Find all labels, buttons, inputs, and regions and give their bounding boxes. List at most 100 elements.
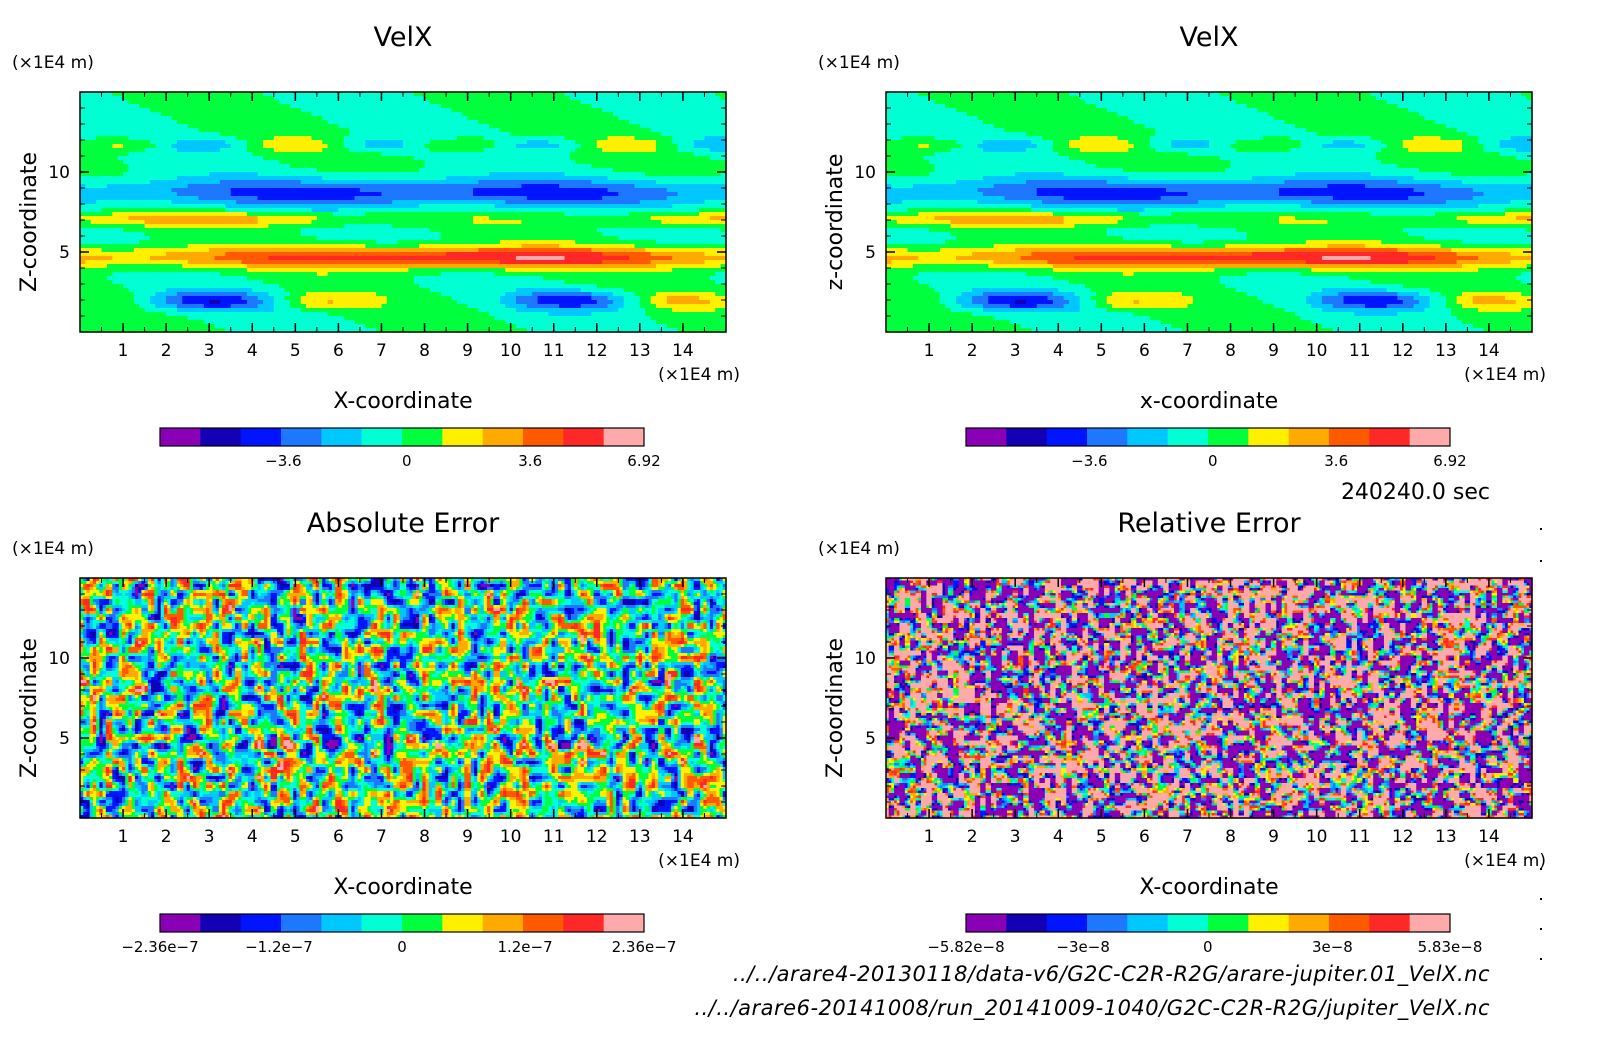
heatmap-cell (667, 184, 673, 189)
heatmap-cell (398, 164, 404, 169)
heatmap-cell (371, 104, 377, 109)
heatmap-cell (252, 176, 258, 181)
heatmap-cell (521, 104, 527, 109)
heatmap-cell (258, 100, 264, 105)
heatmap-cell (198, 120, 204, 125)
heatmap-cell (468, 176, 474, 181)
heatmap-cell (387, 100, 393, 105)
heatmap-cell (548, 184, 554, 189)
heatmap-cell (667, 172, 673, 177)
heatmap-cell (123, 128, 129, 133)
heatmap-cell (694, 184, 700, 189)
heatmap-cell (575, 120, 581, 125)
heatmap-cell (500, 148, 506, 153)
heatmap-cell (704, 144, 710, 149)
heatmap-cell (333, 148, 339, 153)
heatmap-cell (349, 136, 355, 141)
heatmap-cell (198, 164, 204, 169)
heatmap-cell (629, 104, 635, 109)
heatmap-cell (527, 140, 533, 145)
heatmap-cell (661, 116, 667, 121)
heatmap-cell (322, 196, 328, 201)
heatmap-cell (102, 108, 108, 113)
heatmap-cell (371, 168, 377, 173)
heatmap-cell (500, 136, 506, 141)
heatmap-cell (236, 116, 242, 121)
heatmap-cell (376, 124, 382, 129)
heatmap-cell (565, 176, 571, 181)
heatmap-cell (656, 112, 662, 117)
heatmap-cell (575, 164, 581, 169)
heatmap-cell (161, 140, 167, 145)
heatmap-cell (236, 164, 242, 169)
heatmap-cell (118, 116, 124, 121)
heatmap-cell (381, 108, 387, 113)
heatmap-cell (495, 116, 501, 121)
heatmap-cell (408, 108, 414, 113)
heatmap-cell (575, 124, 581, 129)
heatmap-cell (532, 132, 538, 137)
heatmap-cell (381, 104, 387, 109)
heatmap-cell (311, 192, 317, 197)
heatmap-cell (527, 188, 533, 193)
heatmap-cell (166, 152, 172, 157)
heatmap-cell (597, 120, 603, 125)
heatmap-cell (209, 108, 215, 113)
heatmap-cell (338, 192, 344, 197)
chart-title: VelX (374, 22, 433, 53)
heatmap-cell (629, 108, 635, 113)
heatmap-cell (322, 184, 328, 189)
heatmap-cell (317, 100, 323, 105)
heatmap-cell (139, 184, 145, 189)
heatmap-cell (565, 160, 571, 165)
heatmap-cell (139, 136, 145, 141)
heatmap-cell (150, 132, 156, 137)
heatmap-cell (559, 176, 565, 181)
heatmap-cell (403, 96, 409, 101)
heatmap-cell (521, 152, 527, 157)
heatmap-cell (640, 144, 646, 149)
heatmap-cell (521, 196, 527, 201)
heatmap-cell (521, 112, 527, 117)
heatmap-cell (656, 192, 662, 197)
heatmap-cell (139, 144, 145, 149)
heatmap-cell (295, 108, 301, 113)
heatmap-cell (96, 140, 102, 145)
heatmap-cell (204, 156, 210, 161)
heatmap-cell (231, 108, 237, 113)
heatmap-cell (629, 192, 635, 197)
heatmap-cell (301, 132, 307, 137)
heatmap-cell (161, 144, 167, 149)
heatmap-cell (355, 116, 361, 121)
heatmap-cell (473, 112, 479, 117)
heatmap-cell (559, 108, 565, 113)
heatmap-cell (112, 140, 118, 145)
heatmap-cell (565, 100, 571, 105)
heatmap-cell (247, 104, 253, 109)
heatmap-cell (548, 180, 554, 185)
heatmap-cell (645, 120, 651, 125)
heatmap-cell (527, 148, 533, 153)
heatmap-cell (285, 164, 291, 169)
heatmap-cell (360, 144, 366, 149)
heatmap-cell (505, 112, 511, 117)
heatmap-cell (640, 132, 646, 137)
heatmap-cell (392, 116, 398, 121)
heatmap-cell (209, 140, 215, 145)
heatmap-cell (204, 164, 210, 169)
heatmap-cell (462, 152, 468, 157)
heatmap-cell (333, 196, 339, 201)
heatmap-cell (575, 152, 581, 157)
heatmap-cell (123, 168, 129, 173)
heatmap-cell (290, 156, 296, 161)
heatmap-cell (328, 188, 334, 193)
heatmap-cell (123, 108, 129, 113)
heatmap-cell (392, 188, 398, 193)
heatmap-cell (591, 184, 597, 189)
heatmap-cell (629, 156, 635, 161)
heatmap-cell (220, 148, 226, 153)
heatmap-cell (704, 100, 710, 105)
heatmap-cell (118, 176, 124, 181)
heatmap-cell (145, 108, 151, 113)
heatmap-cell (365, 148, 371, 153)
